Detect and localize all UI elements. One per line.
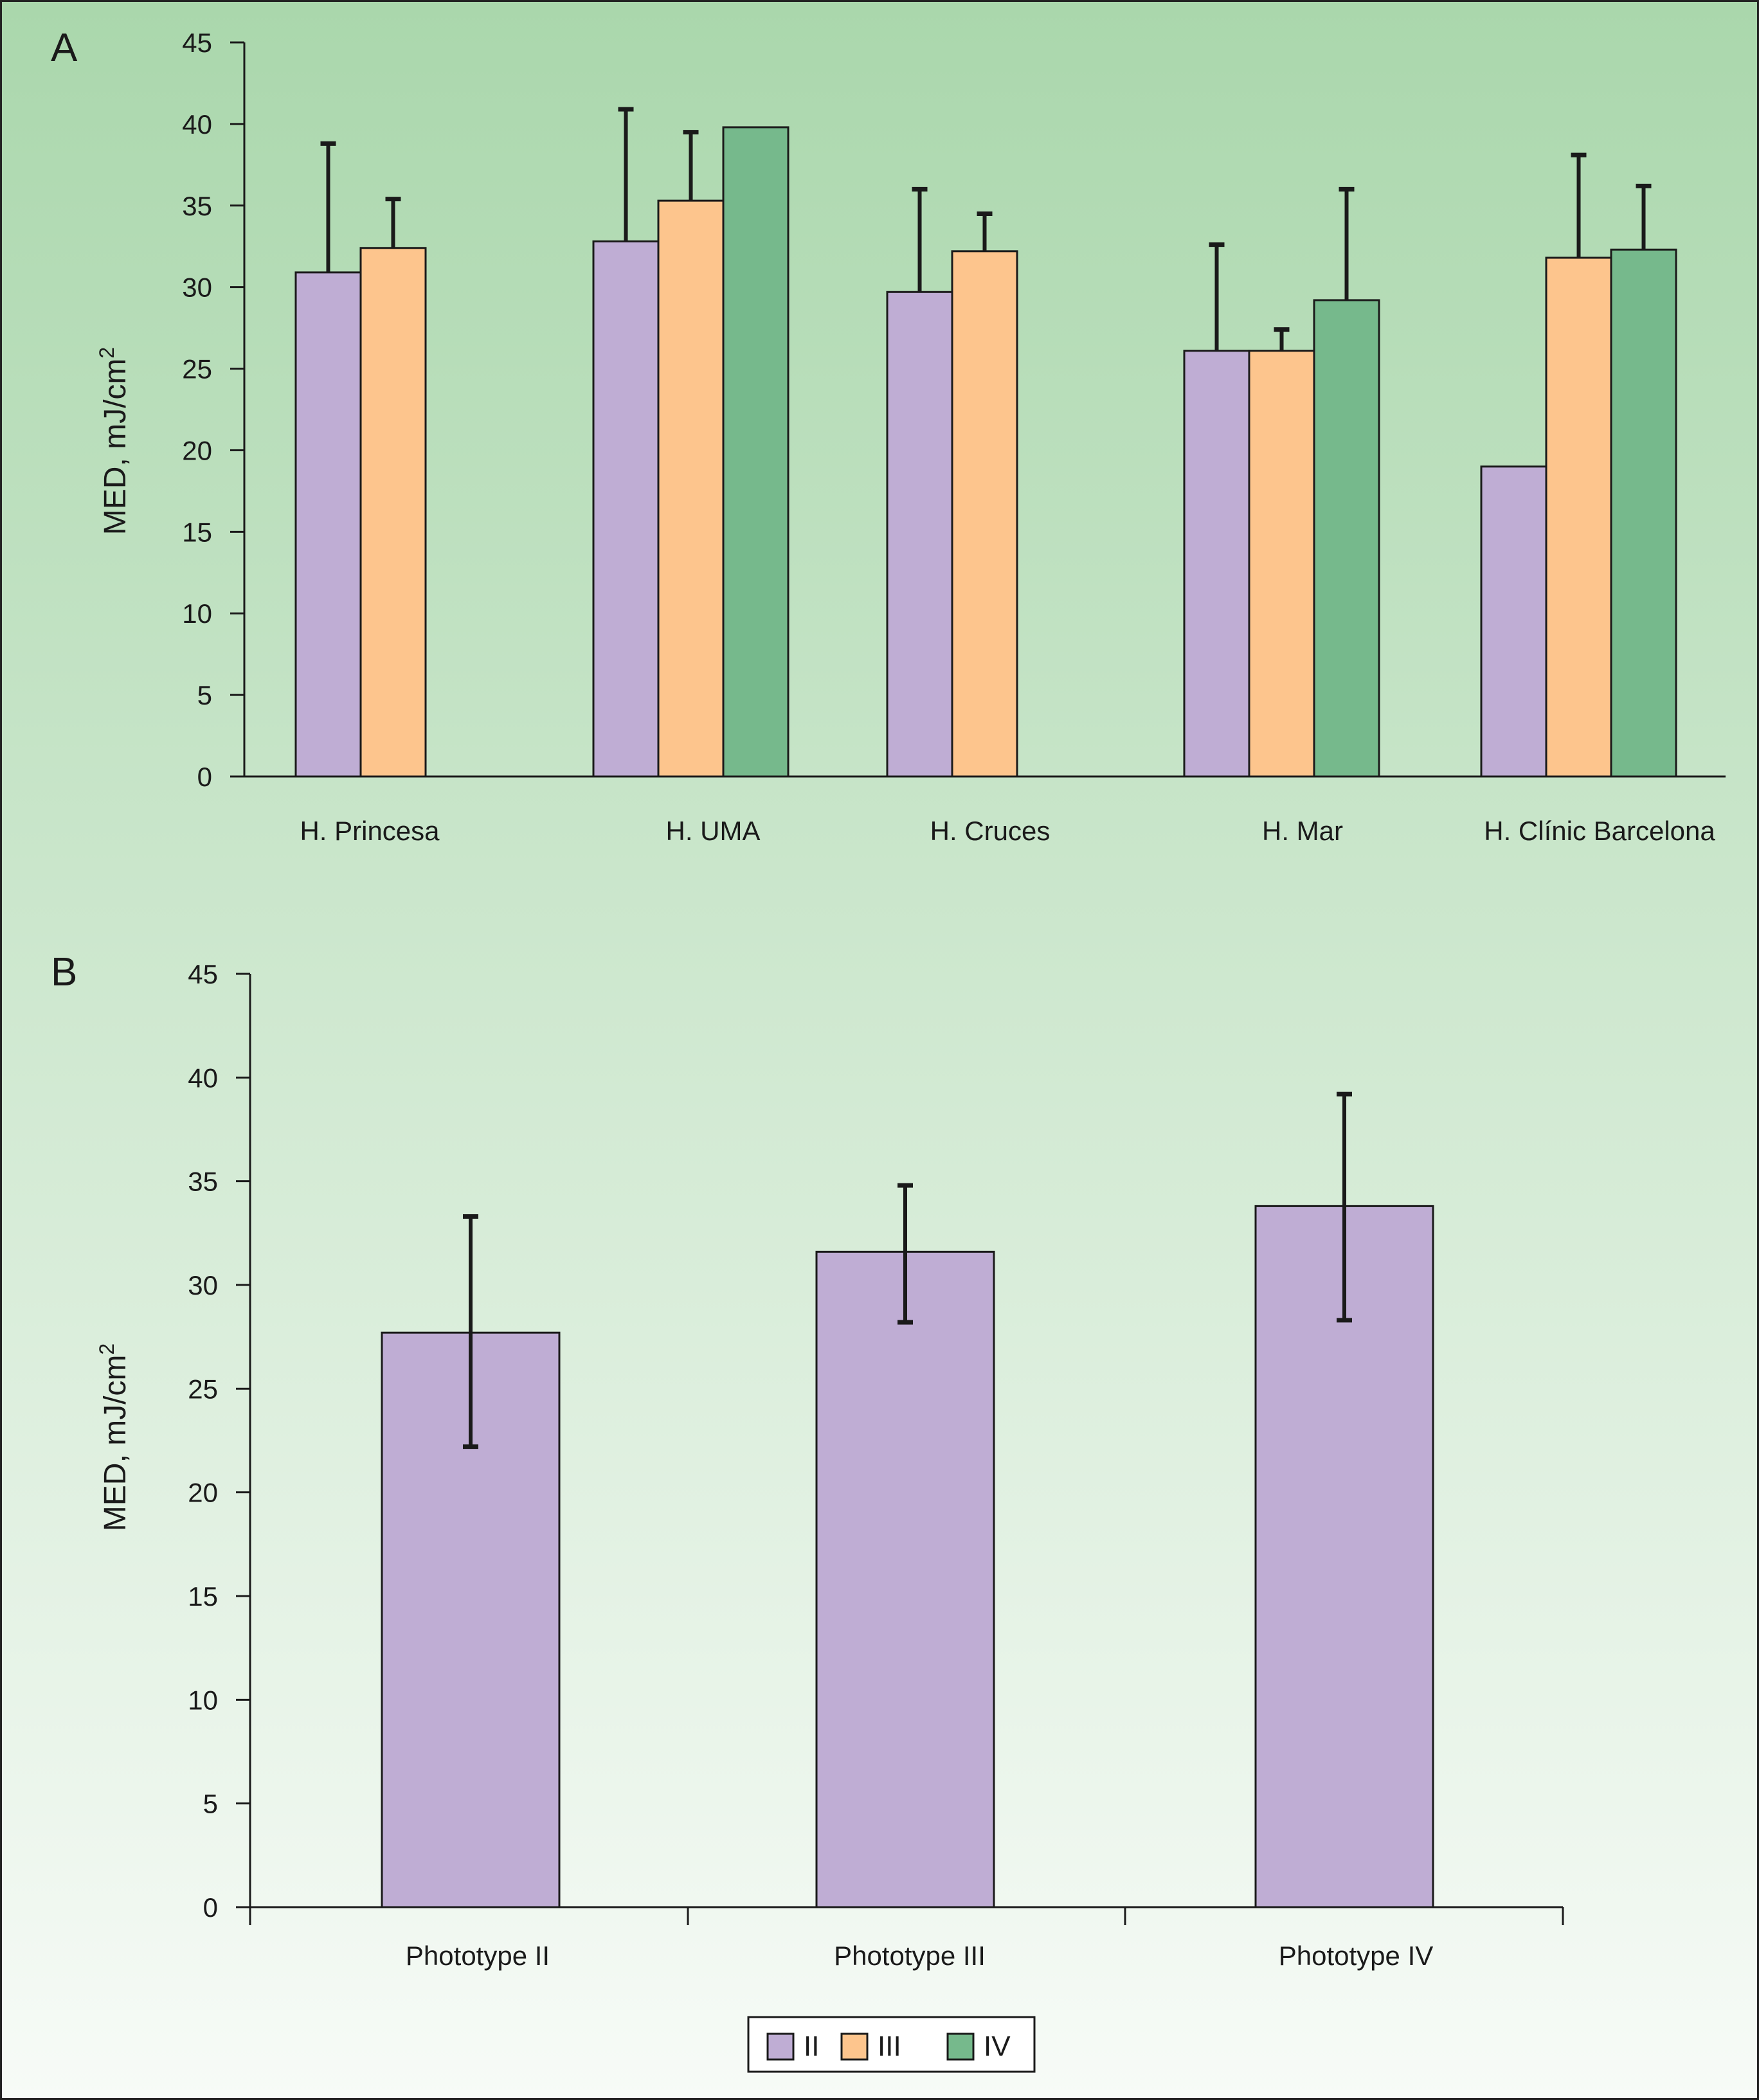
panel-b-y-tick-label: 10 [188, 1685, 218, 1715]
panel-a-y-tick-label: 15 [182, 517, 212, 547]
panel-a-y-tick-label: 0 [197, 762, 212, 792]
legend-swatch [946, 2033, 975, 2061]
panel-a-category-label: H. Princesa [300, 816, 440, 846]
panel-a-category-label: H. Clínic Barcelona [1484, 816, 1715, 846]
panel-b-category-label: Phototype IV [1279, 1941, 1434, 1971]
panel-a-y-tick-label: 5 [197, 680, 212, 710]
panel-b-bar [1254, 1205, 1434, 1908]
panel-a-y-tick-label: 35 [182, 191, 212, 221]
panel-a-bar [1610, 248, 1677, 778]
panel-b-chart: 0 5 10 15 20 25 30 35 40 45 MED, mJ/cm2 Phototype I… [95, 959, 1564, 1971]
panel-a-category-label: H. Mar [1262, 816, 1343, 846]
panel-a-bar [886, 291, 953, 778]
panel-a-bar [294, 271, 362, 778]
panel-a-bar [592, 240, 660, 778]
panel-b-category-label: Phototype II [406, 1941, 550, 1971]
panel-a-y-axis-label: MED, mJ/cm2 [95, 347, 132, 535]
panel-a-letter: A [51, 26, 78, 70]
panel-a-bar [657, 199, 725, 778]
panel-b-y-tick-label: 35 [188, 1167, 218, 1197]
panel-a-y-tick-label: 45 [182, 28, 212, 58]
legend-box [747, 2016, 1036, 2073]
legend-label: IV [984, 2031, 1011, 2062]
panel-b-letter: B [51, 950, 78, 994]
panel-b-y-tick-label: 5 [203, 1789, 218, 1819]
legend-swatch [766, 2033, 795, 2061]
panel-a-y-tick-label: 40 [182, 109, 212, 139]
panel-a-bar [722, 126, 789, 778]
panel-b-y-tick-label: 45 [188, 959, 218, 989]
panel-a-bar [1183, 350, 1250, 778]
panel-a-y-tick-label: 25 [182, 354, 212, 384]
panel-b-bar [815, 1250, 995, 1908]
panel-b-y-tick-label: 25 [188, 1374, 218, 1404]
panel-a-category-label: H. UMA [666, 816, 761, 846]
panel-a-bar [1313, 299, 1380, 778]
panel-b-y-tick-label: 15 [188, 1581, 218, 1611]
panel-a-chart: 0 5 10 15 20 25 30 35 40 45 MED, mJ/cm2 H. Princesa… [95, 28, 1726, 846]
panel-a-bar [951, 250, 1018, 778]
panel-a-bar [1480, 465, 1547, 778]
legend-label: II [804, 2031, 819, 2062]
panel-a-bar [1248, 350, 1315, 778]
panel-b-y-tick-label: 20 [188, 1478, 218, 1508]
legend: II III IV [747, 2016, 1036, 2073]
panel-b-category-label: Phototype III [834, 1941, 986, 1971]
panel-a-bar [1545, 256, 1612, 778]
legend-swatch [840, 2033, 869, 2061]
panel-b-y-axis-label: MED, mJ/cm2 [95, 1343, 132, 1531]
panel-a-category-label: H. Cruces [930, 816, 1051, 846]
legend-label: III [878, 2031, 901, 2062]
panel-a-y-tick-label: 20 [182, 435, 212, 465]
panel-b-y-tick-label: 40 [188, 1063, 218, 1093]
panel-b-y-tick-label: 30 [188, 1270, 218, 1300]
panel-a-bar [359, 247, 427, 778]
panel-b-y-tick-label: 0 [203, 1892, 218, 1923]
panel-a-y-tick-label: 10 [182, 598, 212, 629]
panel-a-y-tick-label: 30 [182, 273, 212, 303]
